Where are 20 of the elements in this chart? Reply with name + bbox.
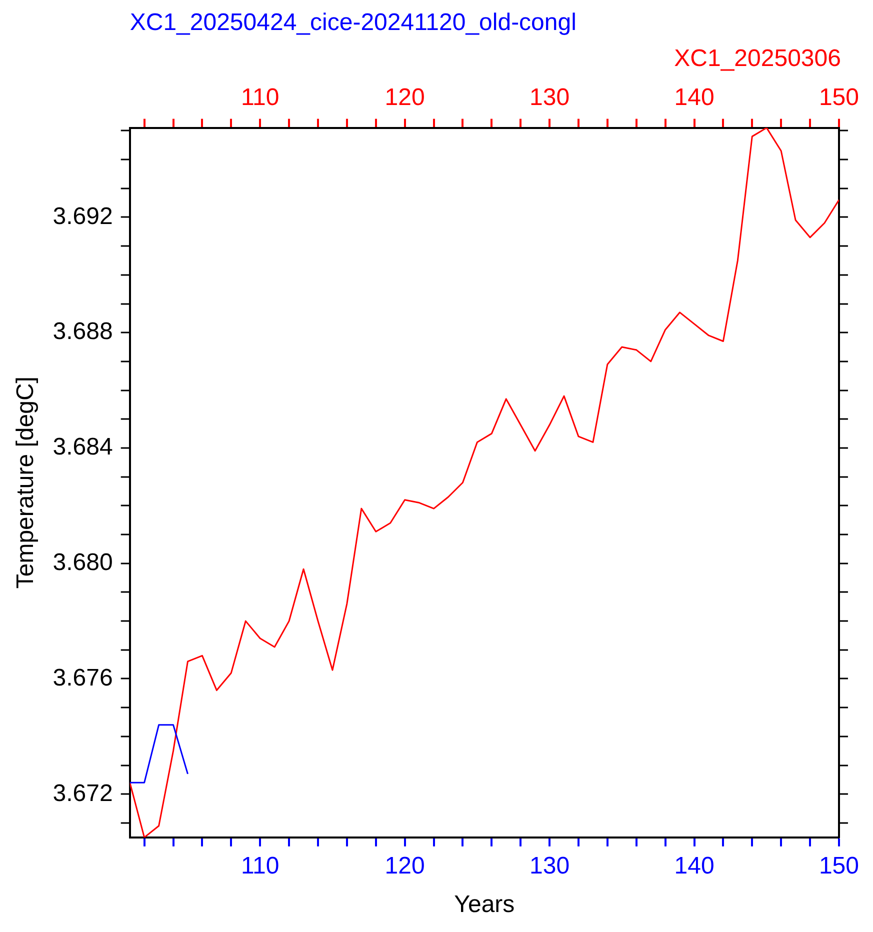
- x2-tick-label: 110: [240, 84, 280, 112]
- x2-tick-label: 140: [674, 84, 714, 112]
- x-tick-label: 150: [818, 852, 859, 880]
- x-tick-label: 130: [530, 852, 570, 880]
- y-tick-label: 3.676: [52, 664, 113, 692]
- y-tick-label: 3.680: [52, 548, 113, 576]
- x-axis-title: Years: [454, 891, 515, 918]
- y-tick-label: 3.688: [52, 318, 113, 346]
- y-tick-label: 3.684: [52, 434, 113, 461]
- x2-tick-label: 120: [384, 84, 425, 112]
- y-axis-title: Temperature [degC]: [12, 376, 40, 589]
- x2-tick-label: 130: [530, 84, 570, 112]
- y-tick-label: 3.692: [52, 202, 113, 230]
- y-tick-label: 3.672: [52, 780, 113, 807]
- x-tick-label: 140: [674, 852, 714, 880]
- x-tick-label: 120: [384, 852, 425, 880]
- x-tick-label: 110: [240, 852, 280, 880]
- text: XC1_20250306: [674, 45, 841, 72]
- text: XC1_20250424_cice-20241120_old-congl: [130, 9, 576, 36]
- x2-tick-label: 150: [818, 84, 859, 112]
